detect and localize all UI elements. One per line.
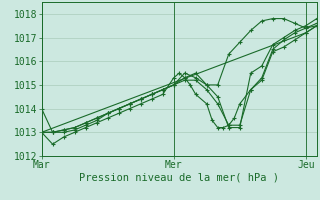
X-axis label: Pression niveau de la mer( hPa ): Pression niveau de la mer( hPa ): [79, 173, 279, 183]
